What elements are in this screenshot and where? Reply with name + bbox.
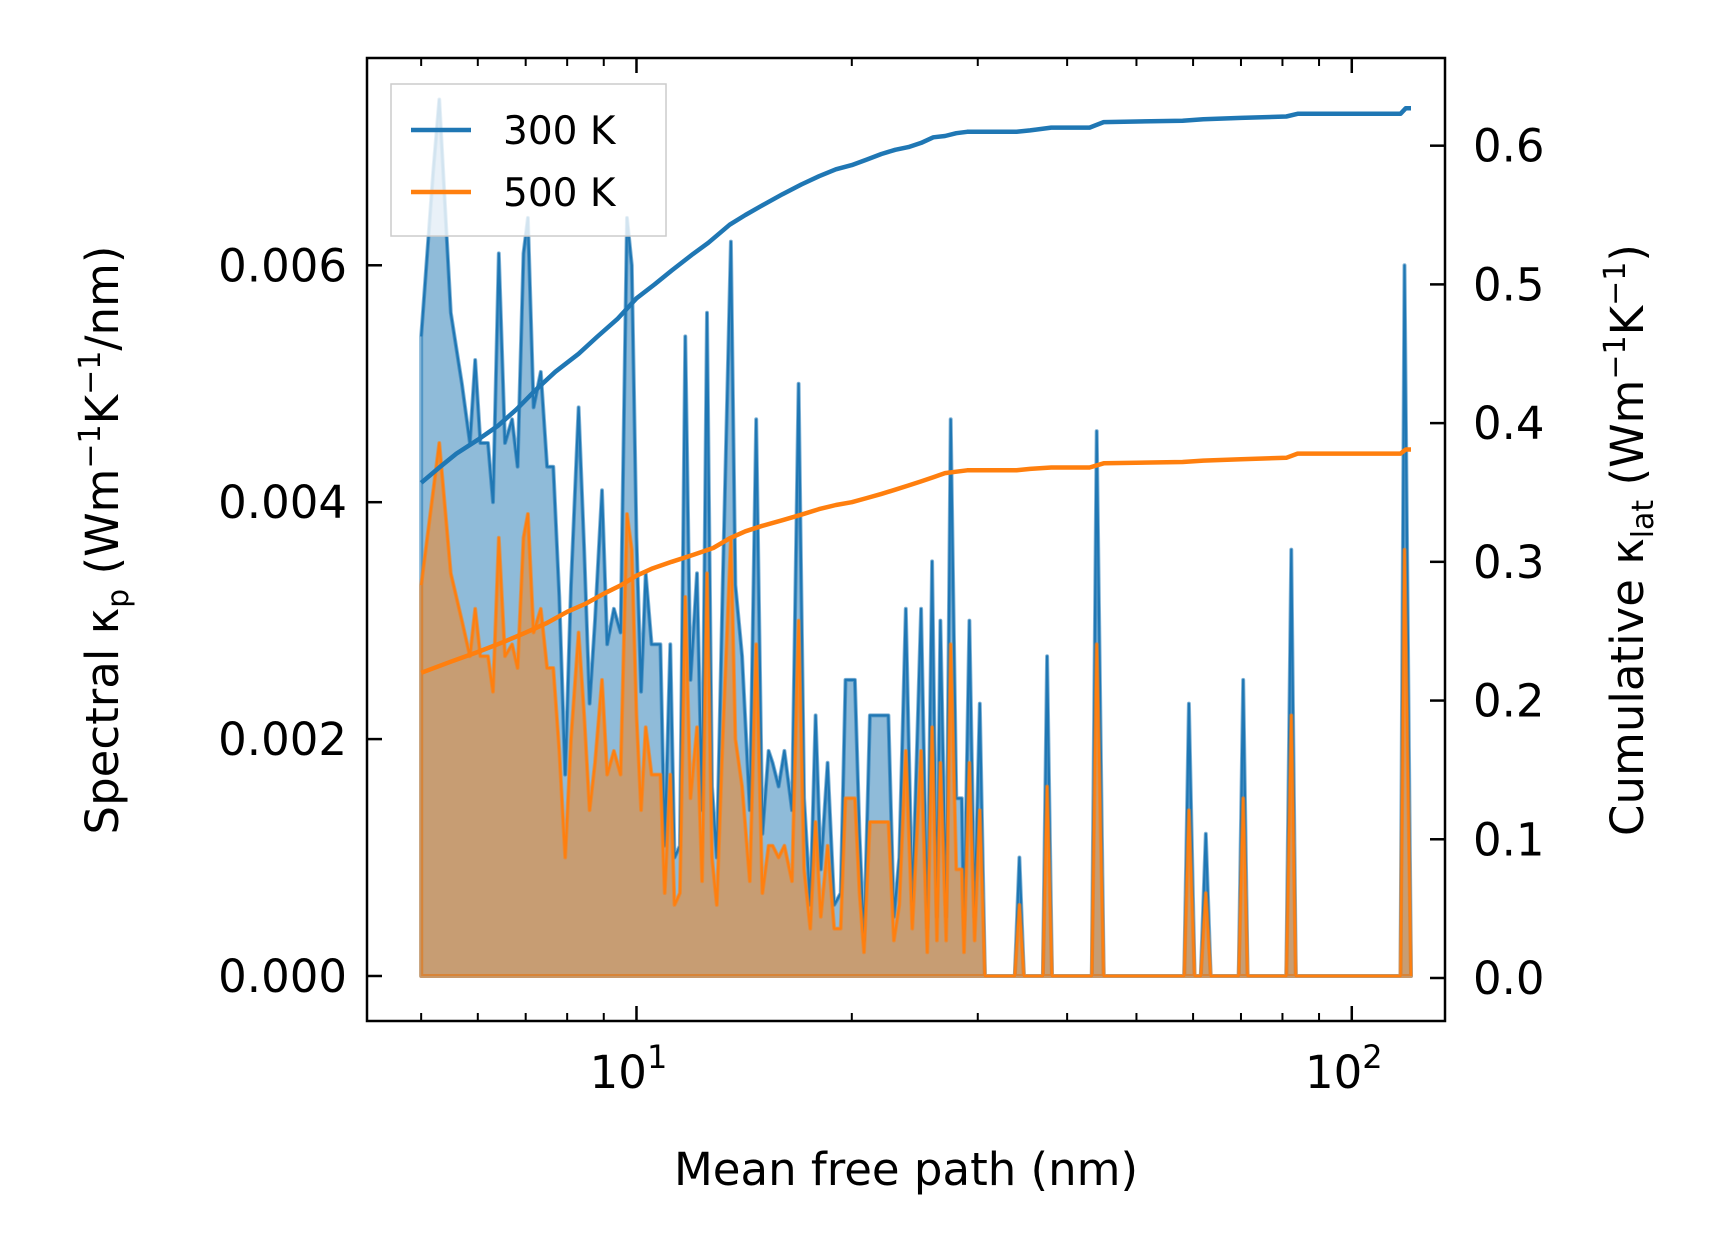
right-y-tick-label: 0.4 <box>1473 397 1545 450</box>
left-y-axis-label-group: Spectral κp (Wm−1K−1/nm) <box>73 246 136 835</box>
right-y-tick-label: 0.2 <box>1473 675 1545 728</box>
series-lines <box>419 105 1411 675</box>
spectral-line-500-k <box>420 441 1413 978</box>
spectral-fills <box>419 97 1413 978</box>
right-y-tick-label: 0.1 <box>1473 813 1545 866</box>
legend-label: 500 K <box>503 171 617 216</box>
axes <box>365 56 1447 1023</box>
right-y-tick-label: 0.5 <box>1473 258 1545 311</box>
left-y-tick-label: 0.000 <box>218 950 347 1003</box>
right-y-tick-label: 0.3 <box>1473 536 1545 589</box>
right-y-axis-label: Cumulative κlat (Wm−1K−1) <box>1598 244 1661 836</box>
right-y-tick-label: 0.6 <box>1473 120 1545 173</box>
x-tick-label: 101 <box>590 1038 668 1099</box>
left-y-tick-label: 0.006 <box>218 239 347 292</box>
x-tick-label: 102 <box>1305 1038 1383 1099</box>
legend-label: 300 K <box>503 109 617 154</box>
x-axis-label: Mean free path (nm) <box>674 1143 1138 1196</box>
right-y-tick-label: 0.0 <box>1473 952 1545 1005</box>
left-y-tick-label: 0.002 <box>218 713 347 766</box>
cumulative-line-300-k <box>419 105 1411 485</box>
cumulative-line-500-k <box>420 447 1411 675</box>
plot-frame <box>365 56 1447 1023</box>
left-y-axis-label: Spectral κp (Wm−1K−1/nm) <box>73 246 136 835</box>
left-y-tick-label: 0.004 <box>218 476 347 529</box>
right-y-axis-label-group: Cumulative κlat (Wm−1K−1) <box>1598 244 1661 836</box>
legend-box <box>390 83 667 237</box>
legend: 300 K 500 K <box>390 83 667 237</box>
axis-labels: 101 102 0.000 0.002 0.004 0.006 0.0 0.1 0.2 0.3 0.… <box>73 120 1661 1196</box>
